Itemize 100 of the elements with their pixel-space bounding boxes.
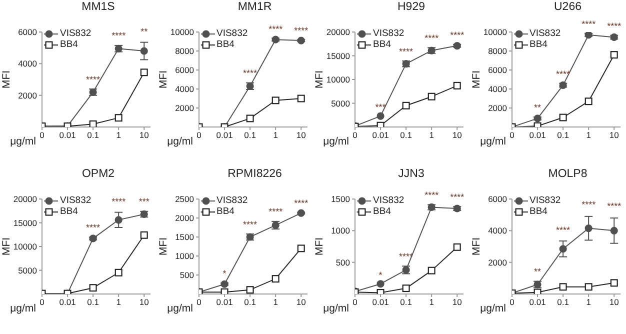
x-axis-title: μg/ml (480, 302, 506, 315)
legend-label: VIS832 (530, 28, 561, 39)
chart-title: OPM2 (80, 168, 116, 180)
legend-label: BB4 (60, 39, 78, 50)
x-tick-label: 10 (608, 130, 619, 140)
x-tick-label: 0 (196, 130, 202, 140)
legend-label: BB4 (530, 39, 548, 50)
point (584, 283, 592, 291)
x-axis-title: μg/ml (166, 136, 192, 148)
chart-title: JJN3 (397, 168, 426, 180)
annotation: **** (294, 198, 308, 208)
annotation: *** (138, 196, 150, 207)
x-tick-label: 0.01 (528, 297, 546, 308)
annotation: **** (424, 190, 440, 200)
y-tick-label: 4000 (174, 84, 194, 94)
y-tick-label: 500 (179, 270, 194, 280)
point (140, 47, 148, 55)
point (584, 224, 592, 232)
point (246, 286, 254, 294)
annotation: ** (534, 266, 542, 277)
point (402, 102, 410, 110)
y-tick-label: 500 (336, 257, 350, 268)
x-tick-label: 10 (139, 297, 150, 308)
y-tick-label: 5000 (18, 265, 38, 276)
annotation: **** (268, 206, 283, 217)
point (114, 114, 122, 122)
annotation: **** (112, 30, 126, 41)
x-tick-label: 0.01 (59, 130, 76, 140)
legend-label: BB4 (216, 206, 234, 217)
x-tick-label: 0 (352, 297, 358, 308)
point (376, 280, 384, 288)
legend-label: VIS832 (373, 28, 404, 39)
x-tick-label: 0.01 (59, 297, 76, 308)
y-tick-label: 2000 (488, 103, 507, 114)
point (271, 36, 279, 44)
legend-label: VIS832 (216, 195, 248, 206)
y-tick-label: 4000 (488, 226, 507, 236)
y-tick-label: 10000 (13, 242, 38, 252)
point (584, 32, 592, 39)
legend-label: BB4 (373, 39, 391, 50)
chart-title: MM1R (236, 1, 273, 13)
y-axis-title: MFI (157, 70, 170, 89)
x-tick-label: 0 (40, 130, 45, 140)
legend-label: VIS832 (530, 195, 561, 206)
x-axis-title: μg/ml (323, 136, 349, 148)
x-tick-label: 1 (272, 297, 278, 308)
point (271, 96, 279, 104)
point (220, 280, 228, 288)
x-tick-label: 10 (296, 297, 306, 308)
chart-title: MM1S (80, 1, 116, 13)
y-tick-label: 1500 (174, 232, 194, 242)
x-tick-label: 0 (352, 130, 358, 140)
x-tick-label: 0.1 (87, 297, 100, 308)
point (114, 268, 122, 276)
x-tick-label: 0.01 (528, 130, 546, 140)
chart-title: MOLP8 (547, 168, 588, 180)
point (140, 68, 148, 76)
x-tick-label: 1 (586, 130, 591, 140)
y-tick-label: 1500 (331, 194, 350, 204)
point (114, 216, 122, 224)
point (610, 51, 618, 59)
annotation: * (222, 268, 226, 279)
legend-label: BB4 (530, 206, 548, 217)
annotation: **** (606, 20, 622, 31)
x-tick-label: 1 (116, 130, 122, 140)
legend-label: BB4 (373, 206, 391, 217)
x-tick-label: 0 (40, 297, 45, 308)
point (296, 209, 304, 217)
point (89, 234, 97, 242)
x-tick-label: 0.1 (244, 297, 256, 308)
annotation: * (378, 270, 383, 280)
point (610, 226, 618, 234)
y-tick-label: 20000 (326, 27, 350, 38)
y-tick-label: 2500 (174, 194, 194, 204)
point (453, 42, 461, 50)
x-tick-label: 1 (272, 130, 278, 140)
y-axis-title: MFI (470, 70, 482, 89)
annotation: **** (242, 68, 258, 78)
y-tick-label: 15000 (326, 50, 350, 61)
y-tick-label: 2000 (174, 213, 194, 224)
y-tick-label: 1000 (331, 226, 350, 236)
legend-label: BB4 (60, 206, 78, 217)
y-tick-label: 15000 (13, 218, 38, 228)
annotation: **** (556, 225, 570, 236)
y-tick-label: 10000 (170, 27, 194, 38)
x-tick-label: 0.01 (216, 297, 233, 308)
y-axis-title: MFI (314, 237, 326, 256)
point (584, 98, 592, 106)
y-tick-label: 10000 (482, 27, 507, 38)
y-tick-label: 6000 (174, 65, 194, 76)
y-tick-label: 2000 (174, 103, 194, 114)
y-axis-title: MFI (0, 237, 13, 256)
x-tick-label: 1 (429, 297, 434, 308)
x-tick-label: 0 (196, 297, 202, 308)
y-axis-title: MFI (470, 237, 482, 256)
x-tick-label: 0 (509, 297, 514, 308)
y-tick-label: 6000 (18, 27, 38, 38)
point (453, 243, 461, 251)
y-tick-label: 8000 (174, 46, 194, 56)
x-tick-label: 0.1 (556, 130, 569, 140)
